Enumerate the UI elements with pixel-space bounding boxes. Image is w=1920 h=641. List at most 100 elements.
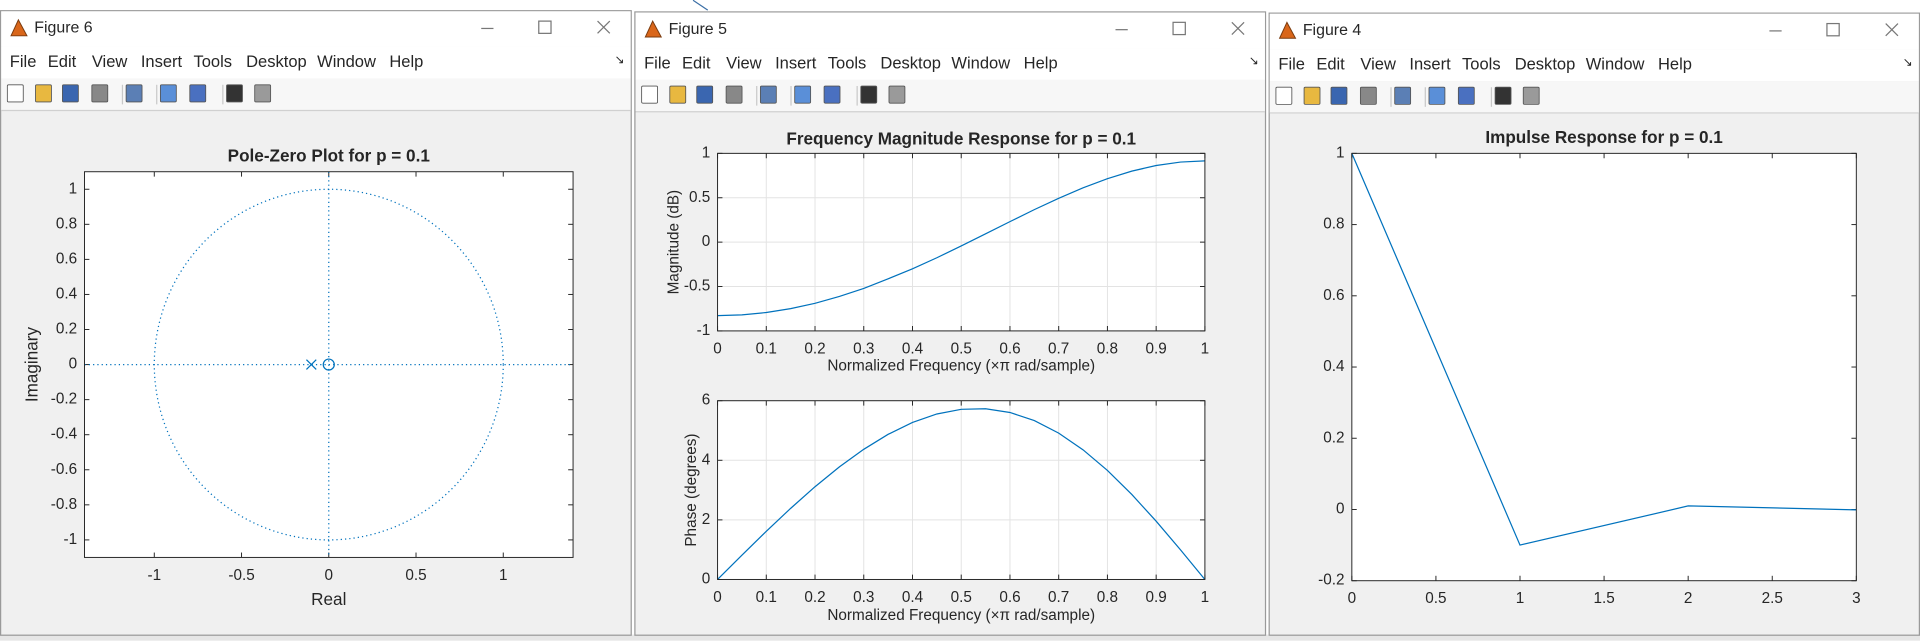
toolbar-button[interactable] [759,85,777,104]
toolbar-button[interactable] [1303,86,1321,105]
y-tick-label: 6 [702,392,711,409]
menu-item[interactable]: Desktop [1515,55,1576,74]
toolbar-button[interactable] [1494,86,1512,105]
menu-item[interactable]: Tools [193,52,232,71]
menu-item[interactable]: Desktop [880,53,941,72]
y-tick-label: 2 [702,511,711,528]
close-button[interactable] [1231,21,1245,36]
toolbar-button[interactable] [641,85,658,104]
window-title: Figure 4 [1303,22,1362,39]
toolbar-button[interactable] [159,84,177,103]
toolbar-button[interactable] [1394,86,1412,105]
menu-item[interactable]: File [644,53,671,72]
menu-item[interactable]: Window [1586,55,1645,74]
x-tick-label: 1.5 [1593,590,1614,607]
toolbar-button[interactable] [125,84,143,103]
axes-box [717,152,1206,332]
menu-item[interactable]: Insert [141,52,183,71]
menu-bar [1269,49,1919,82]
menu-item[interactable]: Insert [1409,55,1451,74]
toolbar-button[interactable] [1275,86,1293,105]
toolbar-button[interactable] [62,84,79,103]
toolbar-button[interactable] [1359,86,1377,105]
axes-box [1351,152,1857,582]
toolbar-button[interactable] [725,85,743,104]
y-tick-label: 0.8 [1323,216,1344,233]
x-tick-label: 0 [1348,590,1357,607]
toolbar-button[interactable] [226,84,243,103]
app-icon [1278,21,1297,39]
toolbar-button[interactable] [91,84,109,103]
y-axis-label: Phase (degrees) [683,434,700,547]
toolbar-button[interactable] [1522,86,1540,105]
toolbar-button[interactable] [189,84,207,103]
menu-item[interactable]: Edit [1316,55,1345,74]
axes-background [1351,153,1857,581]
x-tick-label: 2.5 [1762,590,1783,607]
toolbar-button[interactable] [35,84,52,103]
toolbar-button[interactable] [860,85,878,104]
toolbar-button[interactable] [696,85,714,104]
x-tick-label: 0.1 [756,589,777,606]
toolbar-button[interactable] [254,84,272,103]
y-tick-label: 0 [69,356,78,373]
menu-arrow: ↘ [614,53,624,67]
maximize-button[interactable] [1826,22,1840,37]
y-tick-label: 0.4 [56,285,78,302]
toolbar-button[interactable] [888,85,906,104]
menu-item[interactable]: Edit [48,52,77,71]
close-button[interactable] [1885,23,1899,37]
maximize-button[interactable] [538,20,552,34]
toolbar-button[interactable] [794,85,812,104]
menu-bar [635,48,1265,80]
axes-box [717,400,1206,580]
menu-item[interactable]: Desktop [246,52,307,71]
toolbar-button[interactable] [1330,86,1348,105]
menu-arrow: ↘ [1249,54,1259,68]
x-tick-label: 1 [1201,589,1210,606]
menu-item[interactable]: File [1278,55,1305,74]
x-tick-label: 0.5 [405,567,426,584]
toolbar-button[interactable] [1457,86,1475,105]
bottom-strip [0,634,1920,641]
x-tick-label: 0 [713,589,722,606]
menu-bar [1,46,631,79]
toolbar-button[interactable] [6,84,24,103]
toolbar-button[interactable] [1428,86,1446,105]
toolbar [1269,81,1919,113]
close-button[interactable] [597,20,611,34]
y-tick-label: -0.5 [684,278,710,295]
menu-item[interactable]: View [92,52,128,71]
menu-item[interactable]: View [1360,55,1396,74]
x-tick-label: -1 [147,567,161,584]
x-tick-label: 0.7 [1048,340,1069,357]
x-tick-label: 0.9 [1146,589,1167,606]
menu-item[interactable]: Help [1024,53,1058,72]
y-tick-label: 1 [1336,144,1345,161]
menu-item[interactable]: Window [951,53,1010,72]
menu-item[interactable]: File [10,52,37,71]
x-tick-label: 2 [1684,590,1693,607]
y-tick-label: 0.8 [56,215,77,232]
y-tick-label: 0 [702,571,711,588]
menu-item[interactable]: Tools [1462,55,1501,74]
menu-item[interactable]: Help [1658,55,1692,74]
x-tick-label: 0 [713,340,722,357]
maximize-button[interactable] [1172,21,1186,36]
menu-item[interactable]: Edit [682,53,711,72]
y-tick-label: -1 [697,322,711,339]
line-series [717,160,1205,317]
menu-item[interactable]: Insert [775,53,817,72]
background-line [692,0,709,11]
menu-item[interactable]: Window [317,52,376,71]
x-tick-label: 0.7 [1048,589,1069,606]
toolbar-button[interactable] [669,85,687,104]
x-tick-label: 0.3 [853,589,874,606]
menu-item[interactable]: Tools [828,53,867,72]
menu-item[interactable]: Help [389,52,423,71]
title-bar [1269,13,1919,50]
toolbar-button[interactable] [823,85,841,104]
menu-item[interactable]: View [726,53,762,72]
line-series [717,408,1206,580]
y-tick-label: 0 [702,233,711,250]
